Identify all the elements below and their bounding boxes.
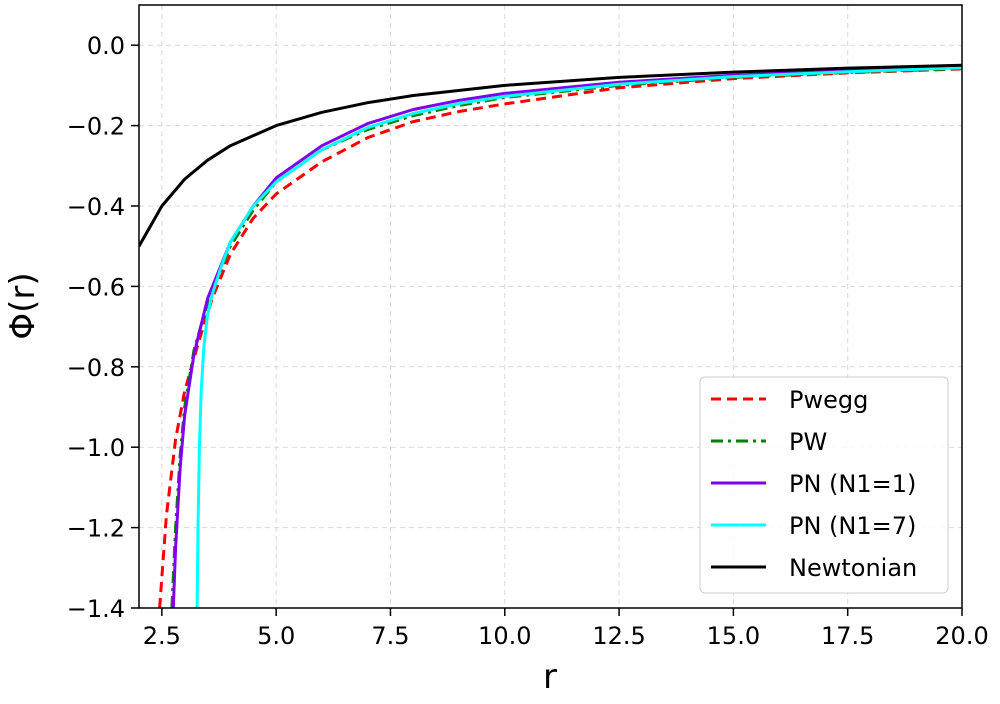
legend-label-pwegg: Pwegg bbox=[789, 386, 868, 414]
y-tick-label: −1.0 bbox=[67, 434, 125, 462]
x-tick-label: 10.0 bbox=[478, 622, 531, 650]
y-tick-label: −0.4 bbox=[67, 193, 125, 221]
x-tick-label: 2.5 bbox=[143, 622, 181, 650]
series-line-newtonian bbox=[139, 63, 962, 247]
legend-frame bbox=[699, 376, 949, 594]
x-tick-label: 5.0 bbox=[257, 622, 295, 650]
y-tick-label: −0.6 bbox=[67, 273, 125, 301]
y-tick-label: 0.0 bbox=[87, 32, 125, 60]
y-axis-title: Φ(r) bbox=[3, 272, 43, 339]
x-axis-title: r bbox=[543, 657, 557, 697]
y-tick-label: −0.8 bbox=[67, 354, 125, 382]
x-tick-label: 15.0 bbox=[707, 622, 760, 650]
x-tick-label: 17.5 bbox=[821, 622, 874, 650]
legend-label-pw: PW bbox=[789, 428, 827, 456]
legend-label-pn-n1-7: PN (N1=7) bbox=[789, 512, 916, 540]
x-tick-label: 12.5 bbox=[592, 622, 645, 650]
y-tick-label: −0.2 bbox=[67, 113, 125, 141]
legend-label-newtonian: Newtonian bbox=[789, 554, 917, 582]
x-tick-label: 20.0 bbox=[935, 622, 988, 650]
legend-label-pn-n1-1: PN (N1=1) bbox=[789, 470, 916, 498]
series-line-pwegg bbox=[158, 67, 962, 608]
x-tick-label: 7.5 bbox=[371, 622, 409, 650]
data-series bbox=[139, 63, 962, 608]
axis-ticks: 2.5 5.0 7.5 10.0 12.5 15.0 17.5 20.0 0.0 −0.2 −0.4… bbox=[67, 32, 989, 650]
series-line-pn-n1-7 bbox=[195, 66, 962, 608]
legend: Pwegg PW PN (N1=1) PN (N1=7) Newtonian bbox=[699, 376, 949, 594]
y-tick-label: −1.2 bbox=[67, 515, 125, 543]
plot-frame bbox=[138, 4, 963, 609]
y-tick-label: −1.4 bbox=[67, 595, 125, 623]
series-line-pn-n1-1 bbox=[171, 65, 962, 608]
